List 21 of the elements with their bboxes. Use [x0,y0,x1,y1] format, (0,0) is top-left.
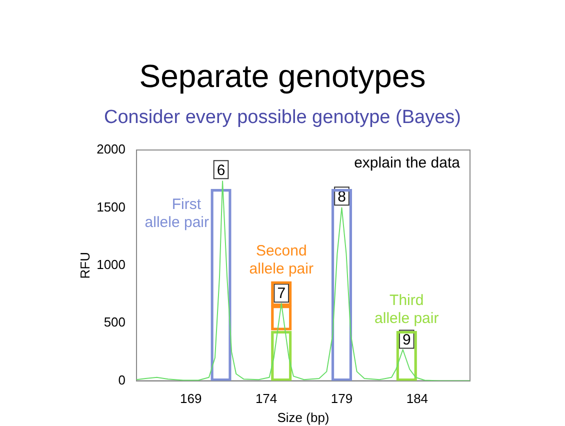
annotation: 8 [338,188,346,206]
series-label: First allele pair [144,196,210,232]
annotation: 7 [277,285,286,302]
x-tick-label: 184 [406,391,428,406]
chart-title: Separate genotypes [138,58,427,95]
y-tick-label: 1000 [96,256,126,272]
x-tick-label: 169 [180,391,202,406]
y-tick-label: 2000 [96,142,126,157]
annotation: 9 [402,331,411,348]
annotation: 6 [216,162,226,179]
y-tick-label: 1500 [96,199,126,214]
y-axis-title: RFU [77,252,92,279]
y-tick-label: 500 [104,314,126,330]
chart-subtitle: Consider every possible genotype (Bayes) [103,107,462,129]
annotation: explain the data [354,154,461,172]
y-tick-label: 0 [118,372,126,388]
series-label: Second allele pair [249,242,314,278]
x-axis-title: Size (bp) [277,410,330,425]
series-label: Third allele pair [374,292,439,328]
x-tick-label: 179 [330,391,353,406]
x-tick-label: 174 [255,391,278,406]
